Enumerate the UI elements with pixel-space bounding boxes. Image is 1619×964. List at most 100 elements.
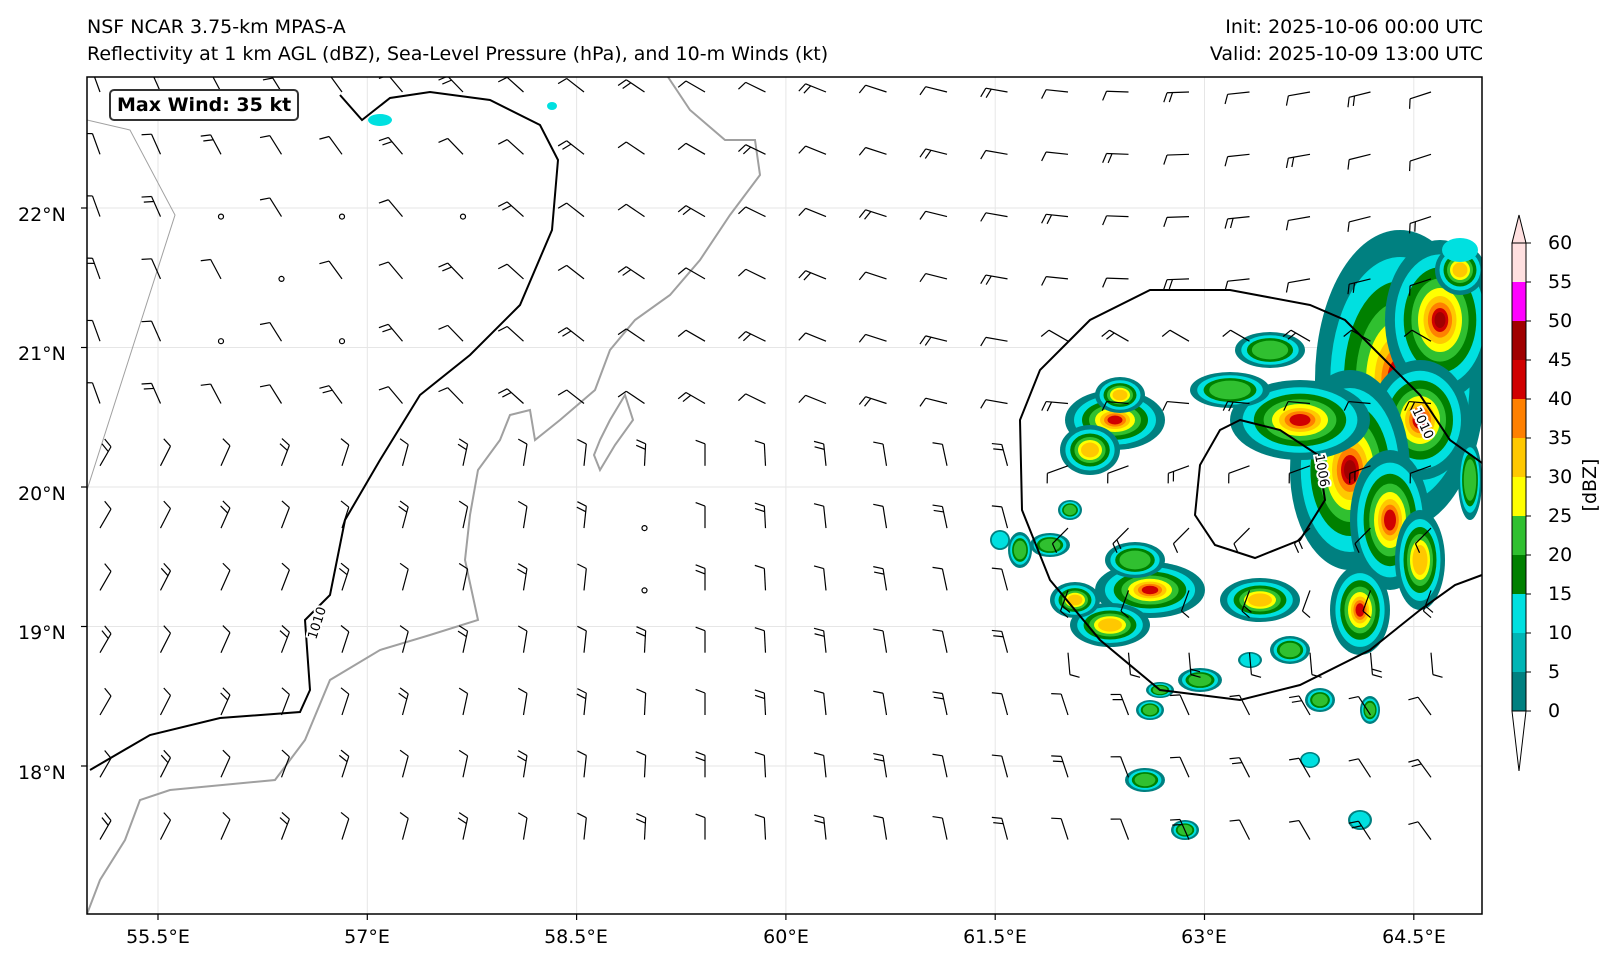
barb-staff — [941, 444, 948, 466]
wind-barb-43 — [1285, 153, 1311, 169]
wind-barb-149 — [754, 440, 767, 466]
barb-staff — [1298, 757, 1311, 778]
wind-barb-252 — [1408, 696, 1432, 716]
lon-label-57: 57°E — [344, 926, 390, 948]
barb-staff — [1228, 465, 1250, 474]
barb-staff — [1349, 91, 1371, 98]
wind-barb-212 — [399, 625, 409, 653]
wind-barb-137 — [1404, 400, 1432, 412]
wind-barb-200 — [1059, 590, 1071, 619]
barb-flag — [497, 77, 508, 83]
barb-flag — [1283, 401, 1289, 411]
wind-barb-117 — [200, 383, 222, 404]
small-echo-2 — [1442, 238, 1478, 262]
barb-staff — [506, 388, 524, 404]
barb-flag — [319, 260, 330, 265]
barb-flag — [1060, 610, 1069, 619]
wind-barb-236 — [458, 687, 469, 716]
wind-barb-24 — [141, 133, 162, 155]
barb-flag — [858, 84, 867, 94]
barb-flag — [340, 811, 350, 820]
graticule — [87, 77, 1482, 914]
barb-flag — [104, 625, 112, 635]
wind-barb-297 — [1348, 820, 1372, 840]
barb-staff — [1168, 465, 1190, 474]
barb-staff — [1227, 216, 1250, 220]
barb-staff — [763, 568, 767, 591]
barb-staff — [1001, 693, 1009, 716]
barb-flag — [497, 263, 508, 270]
barb-flag — [338, 754, 348, 763]
barb-staff — [685, 142, 706, 155]
wind-barb-138 — [99, 438, 112, 467]
barb-flag — [399, 562, 409, 570]
barb-flag — [1423, 610, 1432, 619]
valid-time: Valid: 2025-10-09 13:00 UTC — [1209, 43, 1483, 65]
wind-barb-15 — [980, 87, 1008, 99]
barb-staff — [745, 206, 766, 218]
wind-barb-114 — [1403, 329, 1432, 342]
lon-label-64.5: 64.5°E — [1382, 926, 1446, 948]
barb-staff — [1109, 329, 1129, 342]
echo-level-3 — [1063, 504, 1077, 516]
barb-staff — [1238, 757, 1251, 778]
barb-flag — [1343, 401, 1350, 411]
barb-staff — [805, 207, 827, 218]
wind-barb-251 — [1348, 695, 1372, 716]
barb-staff — [1112, 527, 1129, 545]
barb-staff — [447, 387, 464, 404]
barb-flag — [738, 331, 747, 339]
barb-flag — [738, 393, 747, 402]
barb-staff — [159, 445, 172, 467]
echo-cell-20 — [1305, 688, 1335, 712]
wind-barb-273 — [1289, 757, 1311, 778]
wind-barb-61 — [980, 212, 1008, 222]
barb-staff — [401, 631, 409, 653]
wind-barb-16 — [1041, 89, 1069, 99]
barb-flag — [438, 324, 448, 330]
barb-staff — [1120, 590, 1130, 612]
small-echo-0 — [368, 114, 392, 126]
barb-flag — [1170, 818, 1181, 821]
wind-barb-295 — [1229, 819, 1251, 840]
barb-flag — [695, 569, 706, 575]
barb-flag — [222, 687, 231, 696]
barb-staff — [151, 196, 162, 217]
barb-flag — [1069, 674, 1080, 678]
barb-flag — [1051, 543, 1058, 554]
barb-flag — [1289, 819, 1300, 823]
barb-flag — [1352, 95, 1356, 106]
wind-barb-144 — [457, 438, 469, 466]
barb-flag — [458, 562, 468, 570]
wind-barb-176 — [991, 505, 1009, 529]
barb-flag — [1403, 329, 1413, 337]
barb-flag — [1352, 282, 1356, 293]
barb-staff — [763, 506, 767, 529]
wind-barb-192 — [577, 563, 587, 591]
barb-staff — [566, 140, 585, 155]
wind-barb-270 — [1110, 756, 1130, 778]
barb-staff — [823, 817, 827, 840]
barb-flag — [458, 687, 468, 694]
barb-staff — [1001, 568, 1009, 591]
wind-barb-84 — [980, 274, 1008, 285]
barb-staff — [1046, 213, 1069, 218]
barb-staff — [823, 568, 827, 591]
barb-flag — [222, 438, 231, 447]
barb-staff — [1180, 590, 1190, 612]
wind-barb-208 — [159, 625, 172, 653]
barb-staff — [625, 328, 645, 342]
wind-barb-248 — [1170, 694, 1190, 716]
wind-barb-105 — [858, 333, 887, 343]
barb-staff — [763, 443, 767, 466]
echo-level-3 — [1134, 773, 1156, 787]
barb-staff — [341, 631, 350, 653]
wind-barb-14 — [919, 86, 948, 96]
barb-staff — [159, 695, 172, 716]
barb-staff — [280, 445, 290, 467]
barb-staff — [220, 694, 231, 716]
barb-flag — [1285, 282, 1289, 293]
wind-barb-153 — [991, 442, 1009, 466]
barb-staff — [447, 138, 464, 155]
barb-flag — [677, 80, 687, 88]
